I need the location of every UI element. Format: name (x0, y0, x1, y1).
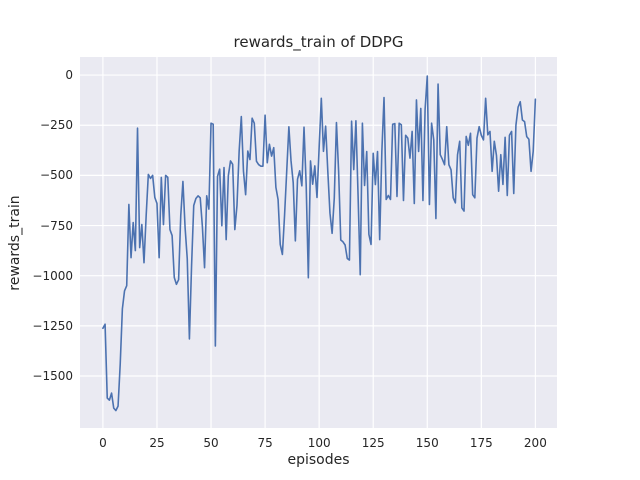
grid-lines (80, 57, 557, 428)
y-tick-label: −1250 (32, 318, 73, 333)
x-tick-label: 75 (257, 436, 273, 450)
y-tick-label: −250 (40, 118, 73, 133)
x-axis-label: episodes (287, 452, 350, 468)
x-tick-label: 175 (469, 436, 493, 450)
x-tick-label: 25 (149, 436, 165, 450)
x-tick-label: 150 (415, 436, 439, 450)
y-tick-label: −750 (40, 218, 73, 233)
y-tick-label: 0 (65, 68, 73, 83)
chart-title: rewards_train of DDPG (233, 33, 404, 51)
x-tick-label: 200 (523, 436, 547, 450)
y-tick-label: −1000 (32, 268, 73, 283)
x-tick-label: 50 (203, 436, 219, 450)
x-tick-label: 100 (307, 436, 331, 450)
x-tick-label: 125 (361, 436, 385, 450)
x-tick-label: 0 (99, 436, 107, 450)
reward-line-path (102, 75, 537, 412)
y-tick-label: −500 (40, 168, 73, 183)
y-tick-label: −1500 (32, 369, 73, 384)
